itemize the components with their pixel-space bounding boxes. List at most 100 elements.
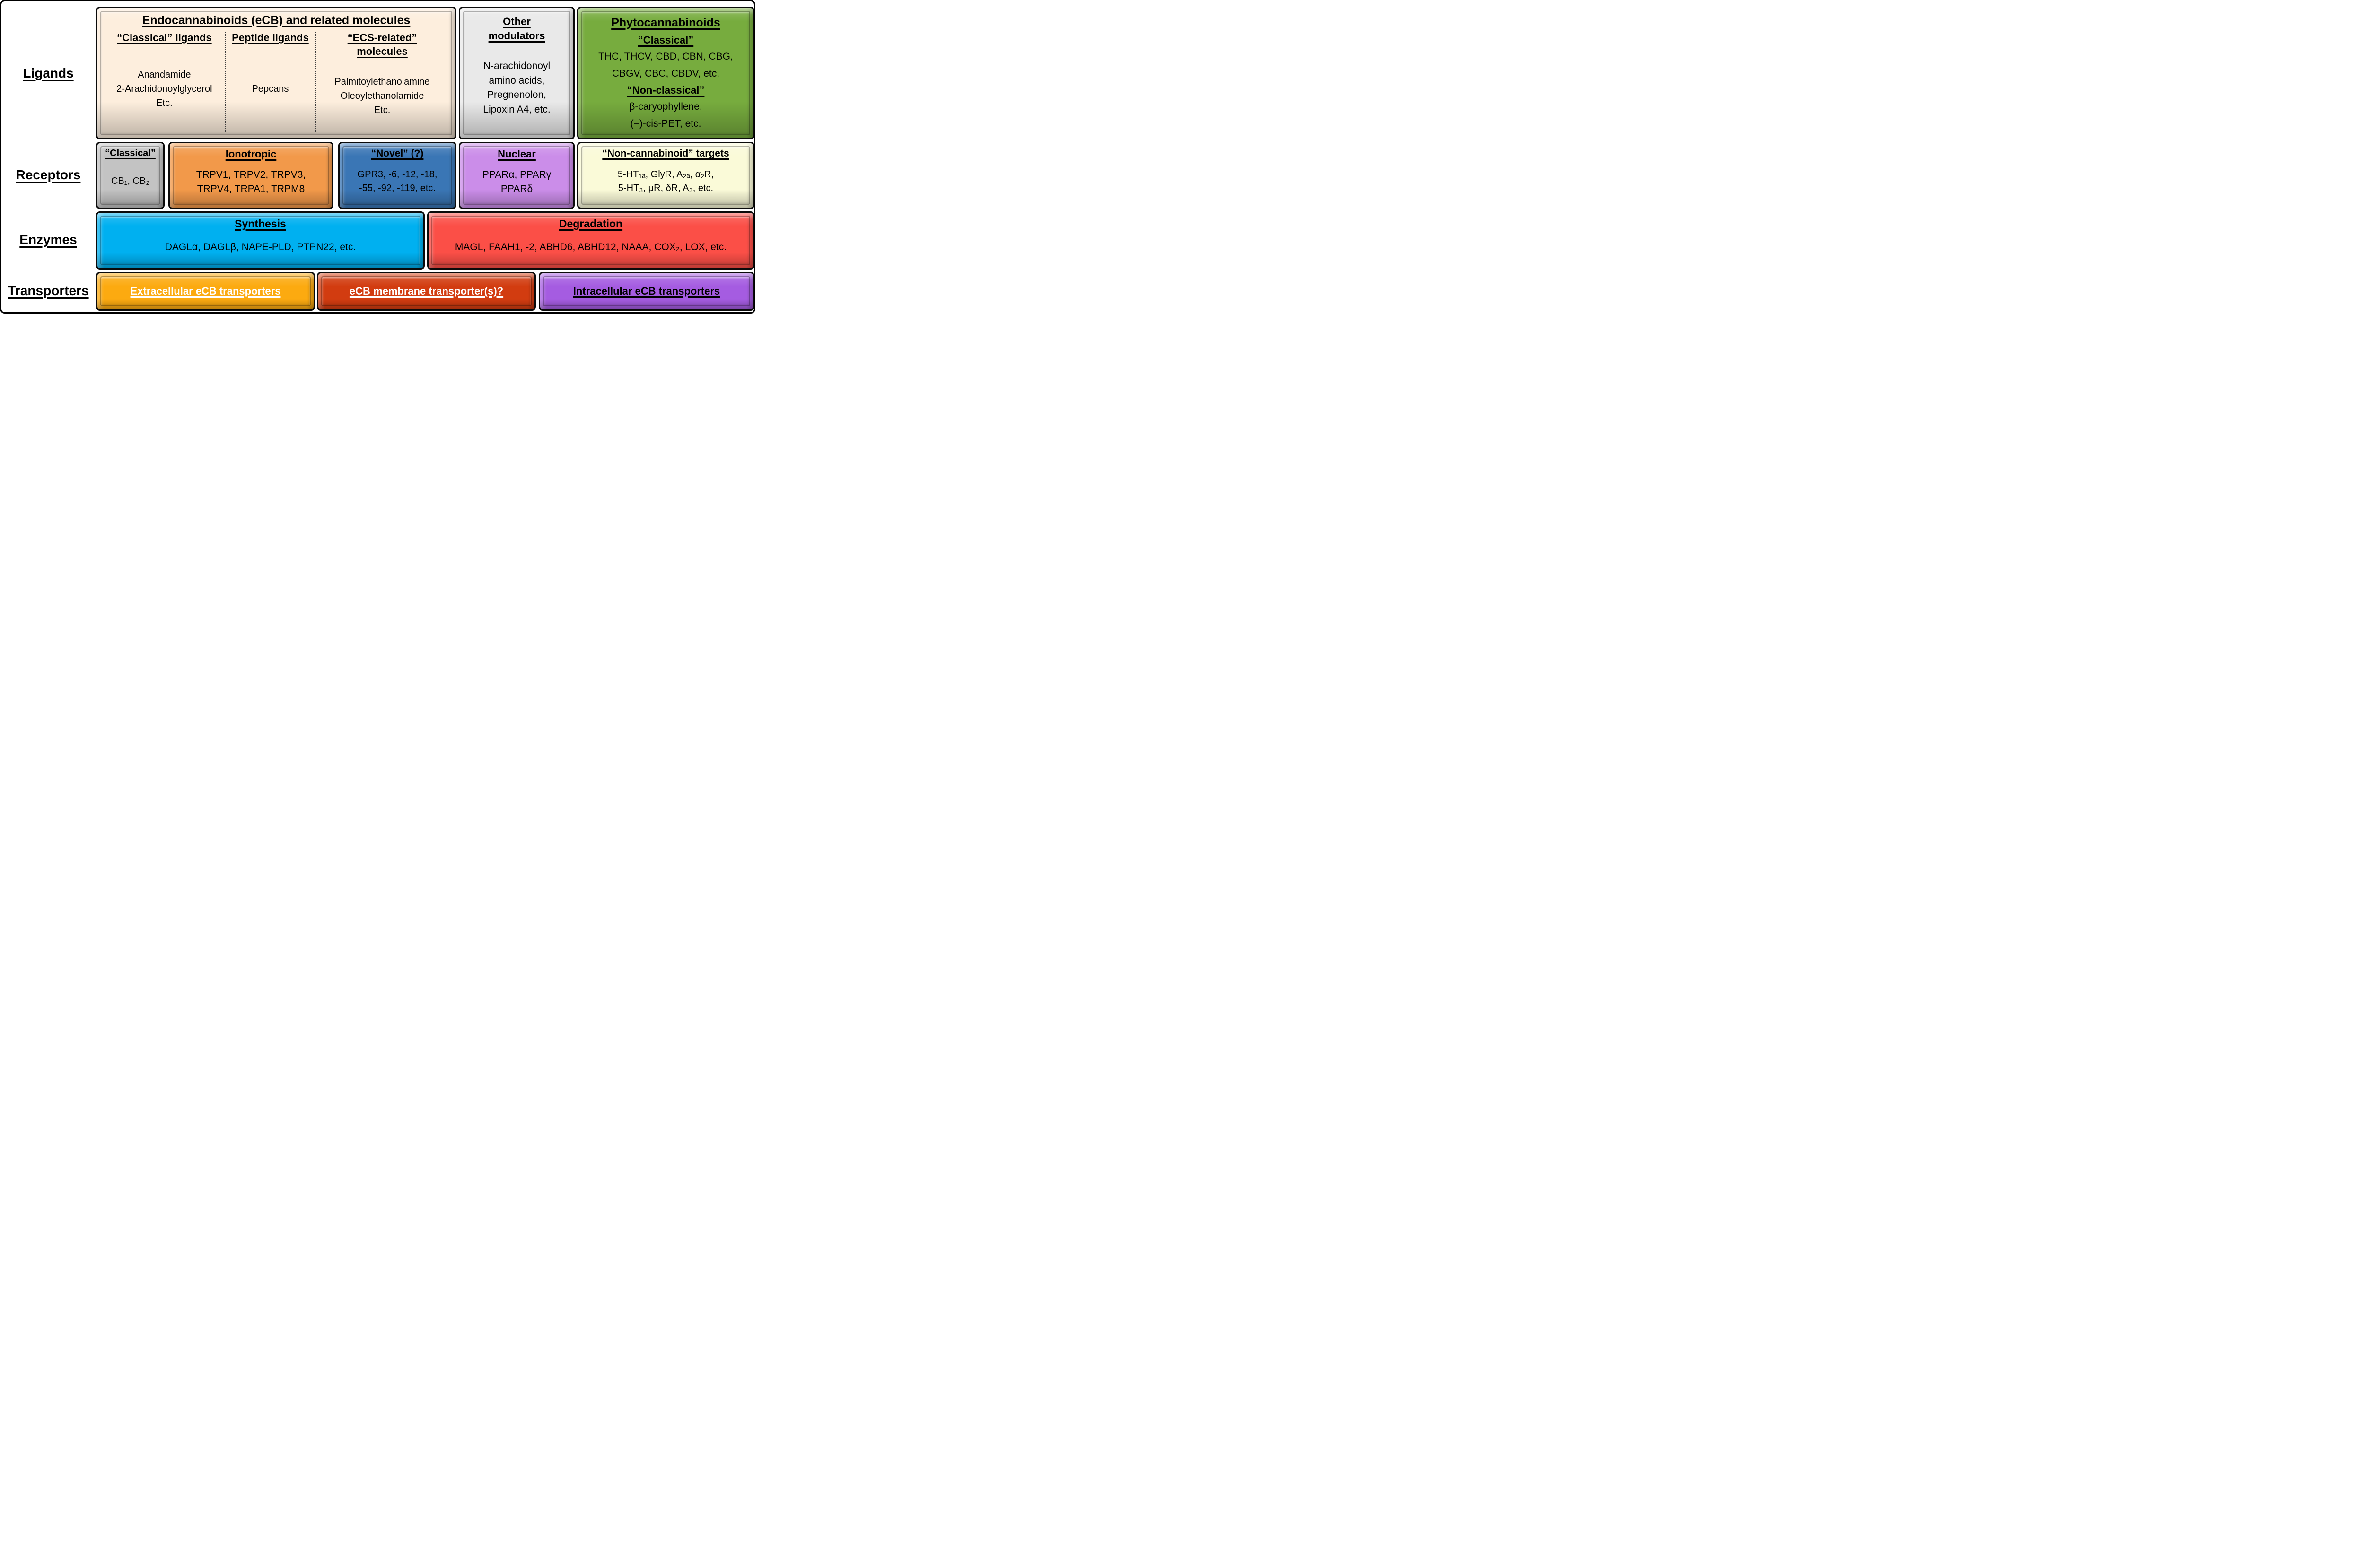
synthesis-header: Synthesis	[103, 218, 418, 230]
row-label-ligands-text: Ligands	[23, 66, 74, 80]
modulator-name: N-arachidonoyl	[483, 61, 551, 72]
receptor-name: -55, -92, -119, etc.	[359, 183, 436, 193]
other-modulators-header: Other modulators	[465, 15, 569, 43]
synthesis-header-text: Synthesis	[235, 218, 286, 230]
row-label-receptors: Receptors	[1, 167, 95, 183]
row-label-ligands: Ligands	[1, 66, 95, 81]
receptor-name: GPR3, -6, -12, -18,	[357, 169, 438, 180]
classical-ligands-header: “Classical” ligands	[107, 31, 222, 45]
ligand-name: Palmitoylethanolamine	[334, 76, 430, 87]
phyto-classical-line: THC, THCV, CBD, CBN, CBG,	[598, 51, 733, 62]
degradation-header: Degradation	[434, 218, 747, 230]
receptor-name: 5-HT₃, μR, δR, A₃, etc.	[618, 183, 714, 193]
nuclear-receptors-box: Nuclear PPARα, PPARγ PPARδ	[459, 142, 575, 209]
membrane-transporter-box: eCB membrane transporter(s)?	[317, 272, 536, 311]
row-label-enzymes-text: Enzymes	[19, 232, 77, 247]
ligand-name: 2-Arachidonoylglycerol	[116, 84, 212, 95]
classical-receptors-box: “Classical” CB₁, CB₂	[96, 142, 165, 209]
row-label-transporters: Transporters	[1, 283, 95, 298]
phyto-nonclassical-subheader-text: “Non-classical”	[627, 84, 705, 96]
other-modulators-list: N-arachidonoyl amino acids, Pregnenolon,…	[465, 43, 569, 133]
ligand-name: Anandamide	[138, 70, 191, 80]
degradation-enzymes-box: Degradation MAGL, FAAH1, -2, ABHD6, ABHD…	[427, 211, 754, 270]
peptide-ligands-header-text: Peptide ligands	[232, 32, 309, 44]
receptor-name: 5-HT₁ₐ, GlyR, A₂ₐ, α₂R,	[617, 169, 714, 180]
other-modulators-header-line1: Other	[503, 16, 531, 27]
ionotropic-receptors-box: Ionotropic TRPV1, TRPV2, TRPV3, TRPV4, T…	[168, 142, 333, 209]
receptor-name: CB₁, CB₂	[111, 176, 150, 186]
synthesis-list: DAGLα, DAGLβ, NAPE-PLD, PTPN22, etc.	[103, 230, 418, 264]
ecs-related-list: Palmitoylethanolamine Oleoylethanolamide…	[319, 58, 446, 133]
column-divider	[315, 32, 316, 132]
ligand-name: Oleoylethanolamide	[340, 90, 424, 101]
ecs-related-header-line1: “ECS-related”	[347, 32, 417, 44]
synthesis-enzymes-box: Synthesis DAGLα, DAGLβ, NAPE-PLD, PTPN22…	[96, 211, 425, 270]
classical-ligands-header-text: “Classical” ligands	[117, 32, 212, 44]
phyto-classical-line: CBGV, CBC, CBDV, etc.	[612, 68, 720, 79]
row-label-receptors-text: Receptors	[16, 167, 81, 182]
row-label-transporters-text: Transporters	[8, 283, 89, 298]
ecs-diagram: Ligands Receptors Enzymes Transporters E…	[0, 0, 755, 314]
membrane-transporter-label: eCB membrane transporter(s)?	[349, 285, 504, 297]
modulator-name: Pregnenolon,	[487, 89, 546, 101]
intracellular-transporters-label: Intracellular eCB transporters	[573, 285, 720, 297]
phyto-nonclassical-line: β-caryophyllene,	[629, 101, 702, 113]
phyto-classical-subheader-text: “Classical”	[638, 34, 694, 46]
column-divider	[224, 32, 226, 132]
nuclear-receptors-header-text: Nuclear	[498, 148, 536, 160]
ecb-title: Endocannabinoids (eCB) and related molec…	[104, 14, 448, 27]
classical-receptors-header-text: “Classical”	[105, 148, 156, 158]
receptor-name: TRPV1, TRPV2, TRPV3,	[196, 169, 306, 180]
row-label-enzymes: Enzymes	[1, 232, 95, 247]
ecb-columns: “Classical” ligands Anandamide 2-Arachid…	[104, 31, 448, 133]
ecs-related-header: “ECS-related” molecules	[319, 31, 446, 58]
receptor-name: TRPV4, TRPA1, TRPM8	[197, 183, 305, 194]
novel-receptors-list: GPR3, -6, -12, -18, -55, -92, -119, etc.	[343, 159, 451, 204]
ecb-title-text: Endocannabinoids (eCB) and related molec…	[142, 14, 411, 27]
classical-ligands-list: Anandamide 2-Arachidonoylglycerol Etc.	[107, 45, 222, 133]
ionotropic-header: Ionotropic	[174, 148, 328, 160]
ligand-name: Etc.	[374, 105, 391, 115]
classical-receptors-header: “Classical”	[101, 148, 159, 159]
ligand-name: Pepcans	[252, 84, 289, 95]
classical-ligands-column: “Classical” ligands Anandamide 2-Arachid…	[104, 31, 225, 133]
degradation-header-text: Degradation	[559, 218, 623, 230]
non-cannabinoid-header-text: “Non-cannabinoid” targets	[602, 148, 729, 159]
endocannabinoids-box: Endocannabinoids (eCB) and related molec…	[96, 7, 456, 139]
degradation-list: MAGL, FAAH1, -2, ABHD6, ABHD12, NAAA, CO…	[434, 230, 747, 264]
ligand-name: Etc.	[156, 98, 173, 109]
other-modulators-box: Other modulators N-arachidonoyl amino ac…	[459, 7, 575, 139]
nuclear-receptors-list: PPARα, PPARγ PPARδ	[464, 160, 569, 204]
receptor-name: PPARα, PPARγ	[482, 169, 552, 180]
intracellular-transporters-box: Intracellular eCB transporters	[539, 272, 754, 311]
other-modulators-header-line2: modulators	[488, 29, 545, 42]
extracellular-transporters-label: Extracellular eCB transporters	[130, 285, 281, 297]
novel-receptors-box: “Novel” (?) GPR3, -6, -12, -18, -55, -92…	[338, 142, 456, 209]
phyto-nonclassical-line: (−)-cis-PET, etc.	[630, 118, 701, 129]
enzyme-name: MAGL, FAAH1, -2, ABHD6, ABHD12, NAAA, CO…	[455, 242, 727, 253]
phytocannabinoids-title: Phytocannabinoids	[584, 16, 747, 30]
nuclear-receptors-header: Nuclear	[464, 148, 569, 160]
phyto-nonclassical-subheader: “Non-classical”	[584, 84, 747, 96]
enzyme-name: DAGLα, DAGLβ, NAPE-PLD, PTPN22, etc.	[165, 242, 356, 253]
peptide-ligands-list: Pepcans	[228, 45, 312, 133]
phyto-classical-subheader: “Classical”	[584, 34, 747, 46]
phytocannabinoids-box: Phytocannabinoids “Classical” THC, THCV,…	[577, 7, 754, 139]
novel-receptors-header: “Novel” (?)	[343, 148, 451, 159]
non-cannabinoid-list: 5-HT₁ₐ, GlyR, A₂ₐ, α₂R, 5-HT₃, μR, δR, A…	[582, 159, 749, 204]
modulator-name: Lipoxin A4, etc.	[483, 104, 551, 115]
extracellular-transporters-box: Extracellular eCB transporters	[96, 272, 315, 311]
receptor-name: PPARδ	[500, 183, 533, 194]
ionotropic-list: TRPV1, TRPV2, TRPV3, TRPV4, TRPA1, TRPM8	[174, 160, 328, 204]
peptide-ligands-header: Peptide ligands	[228, 31, 312, 45]
classical-receptors-list: CB₁, CB₂	[101, 159, 159, 204]
novel-receptors-header-text: “Novel” (?)	[371, 148, 424, 159]
non-cannabinoid-header: “Non-cannabinoid” targets	[582, 148, 749, 159]
non-cannabinoid-targets-box: “Non-cannabinoid” targets 5-HT₁ₐ, GlyR, …	[577, 142, 754, 209]
peptide-ligands-column: Peptide ligands Pepcans	[226, 31, 315, 133]
modulator-name: amino acids,	[489, 75, 545, 86]
ionotropic-header-text: Ionotropic	[225, 148, 277, 160]
phytocannabinoids-title-text: Phytocannabinoids	[611, 16, 720, 30]
ecs-related-header-line2: molecules	[357, 45, 408, 57]
ecs-related-column: “ECS-related” molecules Palmitoylethanol…	[316, 31, 448, 133]
